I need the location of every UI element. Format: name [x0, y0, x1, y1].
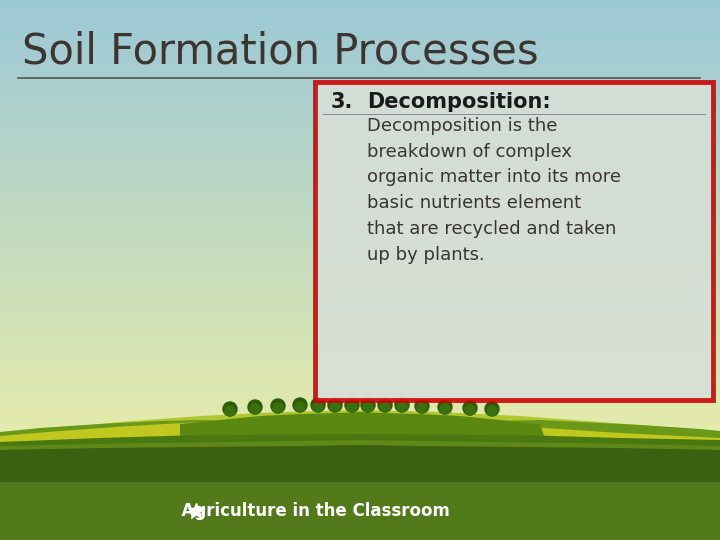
Circle shape — [438, 400, 452, 414]
Polygon shape — [0, 410, 720, 482]
Circle shape — [271, 399, 285, 413]
Circle shape — [463, 401, 477, 415]
Polygon shape — [0, 420, 720, 482]
Circle shape — [250, 404, 260, 414]
Polygon shape — [0, 420, 720, 482]
Polygon shape — [0, 440, 720, 482]
Circle shape — [378, 398, 392, 412]
Text: Decomposition is the
breakdown of complex
organic matter into its more
basic nut: Decomposition is the breakdown of comple… — [367, 117, 621, 264]
Circle shape — [363, 402, 373, 412]
Circle shape — [380, 402, 390, 412]
Circle shape — [295, 402, 305, 412]
Text: Soil Formation Processes: Soil Formation Processes — [22, 30, 539, 72]
Polygon shape — [0, 434, 720, 482]
Circle shape — [311, 398, 325, 412]
Polygon shape — [0, 416, 720, 482]
Circle shape — [361, 398, 375, 412]
Circle shape — [415, 399, 429, 413]
Circle shape — [345, 398, 359, 412]
Circle shape — [417, 403, 427, 413]
Circle shape — [223, 402, 237, 416]
Circle shape — [248, 400, 262, 414]
Circle shape — [440, 404, 450, 414]
Circle shape — [273, 403, 283, 413]
FancyBboxPatch shape — [315, 82, 713, 400]
Circle shape — [328, 398, 342, 412]
Polygon shape — [0, 419, 720, 482]
Circle shape — [487, 406, 497, 416]
Circle shape — [347, 402, 357, 412]
Circle shape — [225, 406, 235, 416]
Polygon shape — [100, 416, 720, 482]
Text: Decomposition:: Decomposition: — [367, 92, 551, 112]
Text: Agriculture in the Classroom: Agriculture in the Classroom — [170, 502, 450, 520]
Circle shape — [397, 402, 407, 412]
Polygon shape — [0, 420, 360, 482]
Circle shape — [293, 398, 307, 412]
Circle shape — [313, 402, 323, 412]
Text: 3.: 3. — [331, 92, 354, 112]
Circle shape — [395, 398, 409, 412]
Circle shape — [330, 402, 340, 412]
Circle shape — [465, 405, 475, 415]
Polygon shape — [0, 445, 720, 482]
Circle shape — [485, 402, 499, 416]
Polygon shape — [360, 420, 720, 482]
Polygon shape — [180, 412, 560, 482]
